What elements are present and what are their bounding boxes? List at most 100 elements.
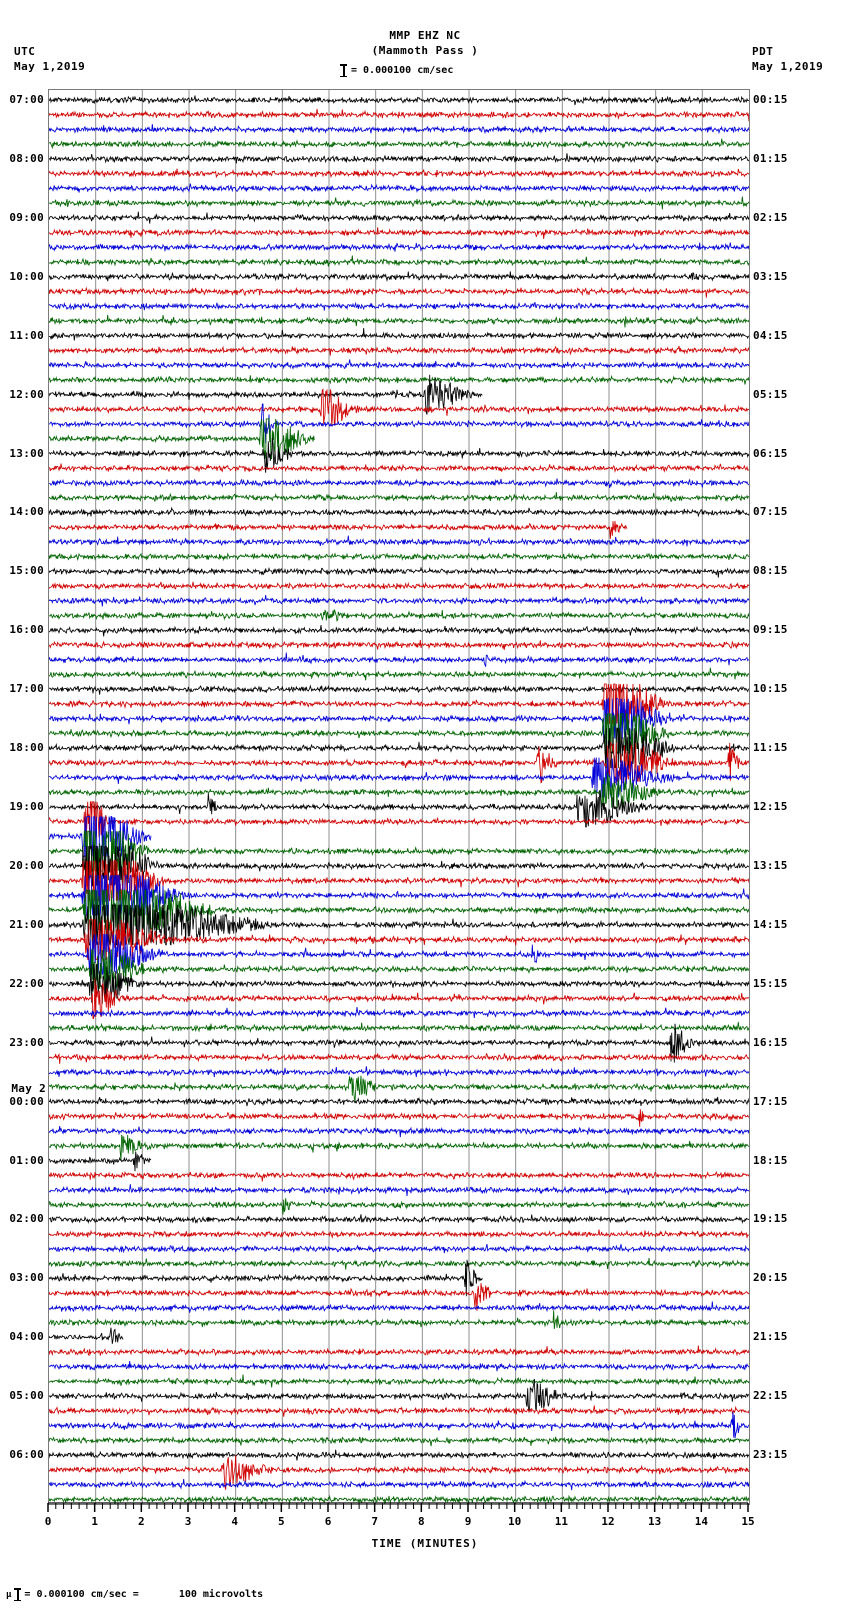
helicorder-plot[interactable]	[48, 89, 750, 1505]
seismic-trace	[49, 624, 749, 637]
pdt-hour-label: 05:15	[753, 387, 788, 401]
seismic-trace	[49, 301, 749, 311]
utc-hour-label: 21:00	[9, 917, 44, 931]
utc-hour-label: 12:00	[9, 387, 44, 401]
x-tick-label: 15	[741, 1515, 755, 1528]
x-tick-label: 0	[44, 1515, 52, 1528]
seismic-trace	[49, 1125, 749, 1138]
pdt-hour-label: 08:15	[753, 564, 788, 578]
utc-hour-label: 05:00	[9, 1389, 44, 1403]
seismic-trace	[49, 124, 749, 135]
seismic-trace	[49, 652, 749, 667]
utc-hour-label: 07:00	[9, 93, 44, 107]
seismic-trace	[49, 609, 749, 622]
utc-date-label: May 1,2019	[14, 60, 86, 73]
pdt-hour-label: 14:15	[753, 917, 788, 931]
pdt-hour-label: 21:15	[753, 1330, 788, 1344]
x-tick-label: 9	[464, 1515, 472, 1528]
pdt-hour-label: 01:15	[753, 151, 788, 165]
seismic-trace	[49, 1023, 749, 1063]
seismic-trace	[49, 667, 749, 681]
seismic-trace	[49, 478, 749, 488]
pdt-hour-label: 17:15	[753, 1094, 788, 1108]
seismic-trace	[49, 1066, 749, 1078]
seismic-trace	[49, 1374, 749, 1388]
seismic-trace	[49, 138, 749, 150]
pdt-hour-label: 18:15	[753, 1153, 788, 1167]
pdt-hour-label: 04:15	[753, 328, 788, 342]
seismic-trace	[49, 757, 749, 798]
seismic-trace	[49, 684, 749, 695]
seismic-trace	[49, 1478, 749, 1491]
x-tick-label: 12	[601, 1515, 615, 1528]
seismic-trace	[49, 359, 749, 370]
seismic-trace	[49, 437, 749, 473]
pdt-hour-label: 10:15	[753, 682, 788, 696]
pdt-hour-label: 15:15	[753, 976, 788, 990]
seismic-trace	[49, 95, 749, 106]
seismic-trace	[49, 211, 749, 224]
pdt-hour-label: 11:15	[753, 741, 788, 755]
x-tick-label: 11	[554, 1515, 568, 1528]
pdt-hour-label: 23:15	[753, 1448, 788, 1462]
seismic-trace	[49, 255, 749, 267]
seismic-trace	[49, 1229, 749, 1239]
seismic-trace	[49, 904, 749, 946]
seismic-trace	[49, 1405, 749, 1417]
seismic-trace	[49, 1360, 749, 1372]
pdt-hour-label: 02:15	[753, 210, 788, 224]
seismic-trace	[49, 271, 749, 282]
seismic-trace	[49, 1327, 124, 1344]
utc-hour-label: 06:00	[9, 1448, 44, 1462]
seismic-trace	[49, 801, 749, 842]
seismic-trace	[49, 1449, 749, 1461]
seismic-trace	[49, 552, 749, 562]
seismic-trace	[49, 1170, 749, 1182]
x-axis	[47, 1502, 749, 1512]
seismic-trace	[49, 1052, 749, 1064]
seismic-trace	[49, 403, 749, 444]
seismic-trace	[49, 463, 749, 473]
seismic-trace	[49, 345, 749, 356]
seismic-trace	[49, 1257, 749, 1270]
seismic-trace	[49, 830, 749, 872]
x-tick-label: 5	[278, 1515, 285, 1528]
seismic-trace	[49, 1310, 749, 1330]
x-tick-label: 14	[694, 1515, 708, 1528]
utc-hour-label: 00:00	[9, 1094, 44, 1108]
x-tick-label: 7	[371, 1515, 378, 1528]
micro-symbol: µ	[6, 1589, 12, 1600]
seismic-trace	[49, 492, 749, 503]
seismic-trace	[49, 520, 628, 539]
footer-scale-text: = 0.000100 cm/sec =	[24, 1589, 139, 1600]
seismic-trace	[49, 168, 749, 179]
x-tick-label: 1	[91, 1515, 98, 1528]
seismic-trace	[49, 1345, 749, 1357]
seismic-trace	[49, 286, 749, 298]
seismic-trace	[49, 1184, 749, 1197]
footer-scale-note: µ = 0.000100 cm/sec = 100 microvolts	[6, 1588, 263, 1601]
seismic-trace	[49, 889, 749, 931]
seismic-trace	[49, 1134, 749, 1161]
pdt-hour-label: 03:15	[753, 269, 788, 283]
seismic-trace	[49, 227, 749, 240]
seismic-trace	[49, 1096, 749, 1107]
station-code-label: MMP EHZ NC	[389, 29, 461, 42]
seismic-trace	[49, 919, 749, 960]
utc-hour-label: 03:00	[9, 1271, 44, 1285]
seismic-trace	[49, 196, 749, 210]
pdt-hour-label: 20:15	[753, 1271, 788, 1285]
utc-hour-label: 04:00	[9, 1330, 44, 1344]
seismic-trace	[49, 1378, 749, 1413]
utc-hour-label: 02:00	[9, 1212, 44, 1226]
utc-hour-label: 01:00	[9, 1153, 44, 1167]
seismic-trace	[49, 949, 749, 990]
day-change-label: May 2	[11, 1081, 46, 1095]
seismic-trace	[49, 327, 749, 341]
seismic-trace	[49, 845, 749, 887]
seismic-trace	[49, 978, 749, 1019]
seismic-trace	[49, 772, 749, 809]
seismic-trace	[49, 1494, 749, 1504]
pdt-hour-label: 16:15	[753, 1035, 788, 1049]
seismic-trace	[49, 108, 749, 122]
